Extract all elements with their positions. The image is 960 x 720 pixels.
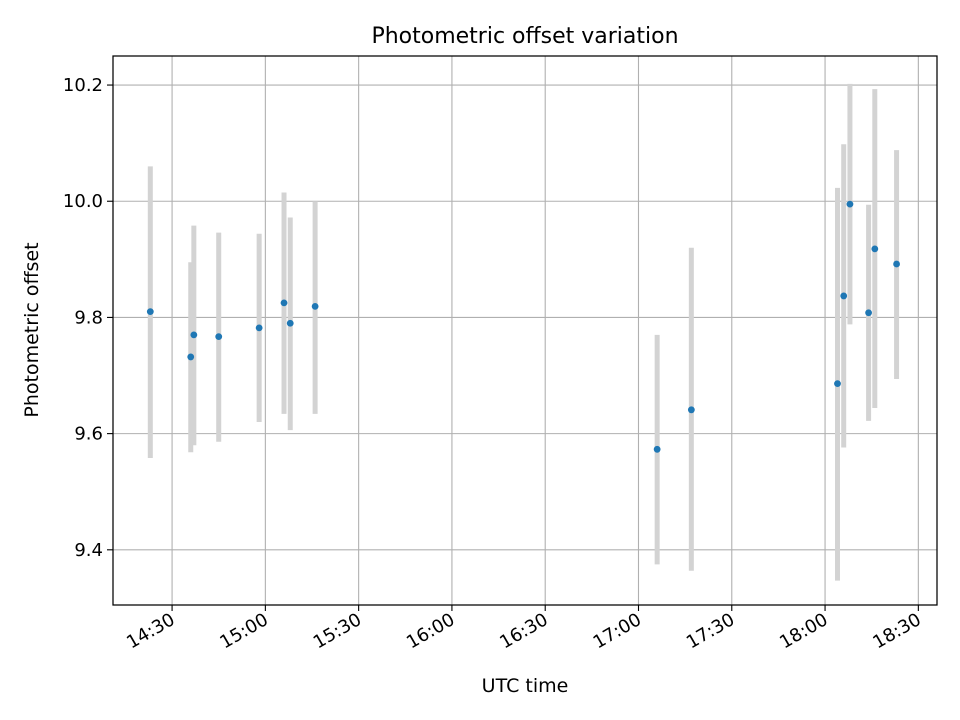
data-point [687,406,695,414]
y-tick-label: 10.2 [63,75,103,96]
y-axis-label: Photometric offset [21,242,43,417]
data-point [893,260,900,268]
y-axis-ticks: 9.4 9.6 9.8 10.0 10.2 [63,75,113,561]
plot-frame [112,55,938,606]
data-point [146,308,154,316]
data-point [865,309,872,317]
data-point [834,380,841,388]
grid [113,56,937,605]
data-point [255,324,263,332]
data-point [840,292,848,300]
data-point [311,302,319,310]
data-point [653,445,661,453]
data-point [215,333,223,340]
data-point [846,200,854,208]
x-axis-label: UTC time [482,675,569,697]
data-point [187,353,195,361]
chart-title: Photometric offset variation [371,24,678,49]
y-tick-label: 9.6 [74,424,103,445]
data-point [190,331,198,339]
data-point [871,245,879,253]
data-points [146,200,900,453]
data-point [280,299,288,307]
y-tick-label: 9.4 [74,540,103,561]
y-tick-label: 10.0 [63,191,103,212]
data-point [286,319,294,327]
y-tick-label: 9.8 [74,307,103,328]
